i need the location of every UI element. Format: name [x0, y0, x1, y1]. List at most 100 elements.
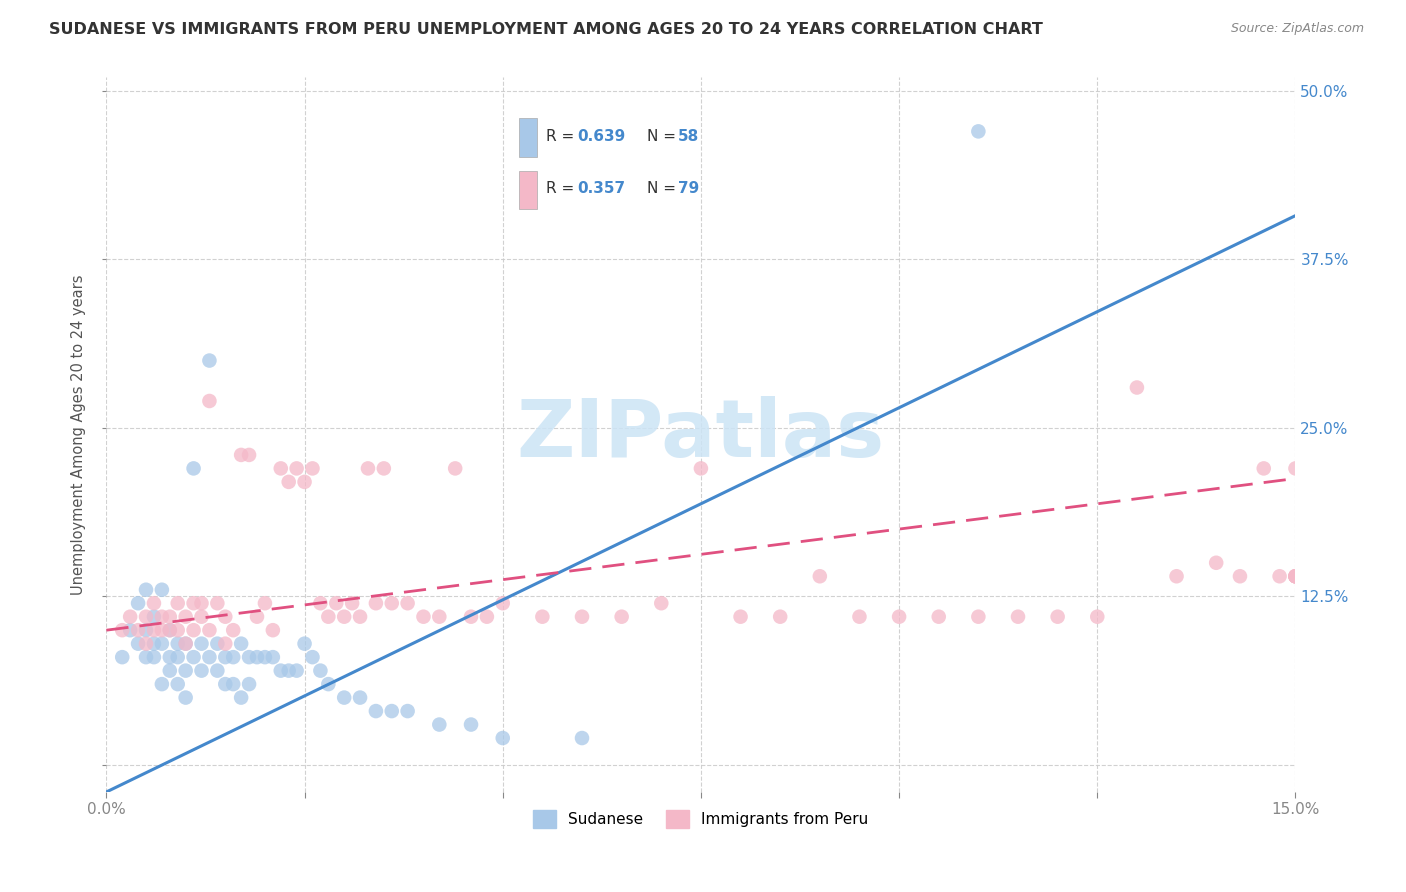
Point: [340, 596, 363, 610]
Point: [270, 461, 292, 475]
Point: [301, 650, 323, 665]
Point: [238, 650, 260, 665]
Point: [190, 664, 212, 678]
Point: [650, 596, 672, 610]
Point: [190, 637, 212, 651]
Point: [364, 596, 387, 610]
Point: [396, 704, 419, 718]
Point: [1253, 461, 1275, 475]
Point: [135, 623, 157, 637]
Point: [159, 623, 181, 637]
Point: [214, 650, 236, 665]
Point: [174, 690, 197, 705]
Point: [198, 394, 221, 409]
Point: [285, 461, 308, 475]
Point: [1284, 569, 1306, 583]
Point: [214, 637, 236, 651]
Point: [174, 637, 197, 651]
Point: [1007, 609, 1029, 624]
Point: [460, 609, 482, 624]
Point: [294, 637, 316, 651]
Point: [285, 664, 308, 678]
Point: [166, 623, 188, 637]
Point: [166, 596, 188, 610]
Point: [1284, 569, 1306, 583]
Point: [159, 664, 181, 678]
Point: [183, 623, 205, 637]
Point: [294, 475, 316, 489]
Point: [246, 609, 269, 624]
Point: [769, 609, 792, 624]
Point: [349, 690, 371, 705]
Point: [166, 637, 188, 651]
Point: [150, 637, 173, 651]
Point: [183, 596, 205, 610]
Point: [1284, 569, 1306, 583]
Point: [214, 609, 236, 624]
Point: [427, 717, 450, 731]
Point: [610, 609, 633, 624]
Point: [150, 677, 173, 691]
Point: [848, 609, 870, 624]
Point: [1126, 380, 1149, 394]
Point: [231, 690, 253, 705]
Point: [253, 596, 276, 610]
Point: [277, 664, 299, 678]
Point: [808, 569, 831, 583]
Point: [190, 596, 212, 610]
Point: [1229, 569, 1251, 583]
Point: [1205, 556, 1227, 570]
Point: [571, 731, 593, 745]
Point: [460, 717, 482, 731]
Point: [333, 690, 356, 705]
Point: [531, 609, 554, 624]
Point: [1284, 569, 1306, 583]
Point: [231, 637, 253, 651]
Point: [222, 650, 245, 665]
Text: SUDANESE VS IMMIGRANTS FROM PERU UNEMPLOYMENT AMONG AGES 20 TO 24 YEARS CORRELAT: SUDANESE VS IMMIGRANTS FROM PERU UNEMPLO…: [49, 22, 1043, 37]
Point: [174, 637, 197, 651]
Point: [231, 448, 253, 462]
Point: [142, 609, 165, 624]
Point: [190, 609, 212, 624]
Point: [1284, 461, 1306, 475]
Point: [412, 609, 434, 624]
Point: [183, 650, 205, 665]
Point: [1268, 569, 1291, 583]
Point: [142, 596, 165, 610]
Point: [967, 609, 990, 624]
Point: [1046, 609, 1069, 624]
Point: [198, 623, 221, 637]
Point: [444, 461, 467, 475]
Point: [238, 448, 260, 462]
Point: [120, 623, 142, 637]
Point: [174, 609, 197, 624]
Point: [318, 609, 340, 624]
Legend: Sudanese, Immigrants from Peru: Sudanese, Immigrants from Peru: [527, 804, 875, 834]
Point: [349, 609, 371, 624]
Point: [571, 609, 593, 624]
Point: [120, 609, 142, 624]
Point: [166, 677, 188, 691]
Point: [183, 461, 205, 475]
Point: [475, 609, 498, 624]
Point: [135, 582, 157, 597]
Point: [207, 596, 229, 610]
Text: ZIPatlas: ZIPatlas: [517, 396, 884, 474]
Point: [373, 461, 395, 475]
Point: [159, 623, 181, 637]
Point: [492, 731, 515, 745]
Point: [277, 475, 299, 489]
Point: [928, 609, 950, 624]
Point: [127, 596, 149, 610]
Point: [253, 650, 276, 665]
Point: [150, 582, 173, 597]
Point: [364, 704, 387, 718]
Point: [246, 650, 269, 665]
Point: [270, 664, 292, 678]
Point: [309, 596, 332, 610]
Point: [325, 596, 347, 610]
Point: [492, 596, 515, 610]
Text: Source: ZipAtlas.com: Source: ZipAtlas.com: [1230, 22, 1364, 36]
Point: [967, 124, 990, 138]
